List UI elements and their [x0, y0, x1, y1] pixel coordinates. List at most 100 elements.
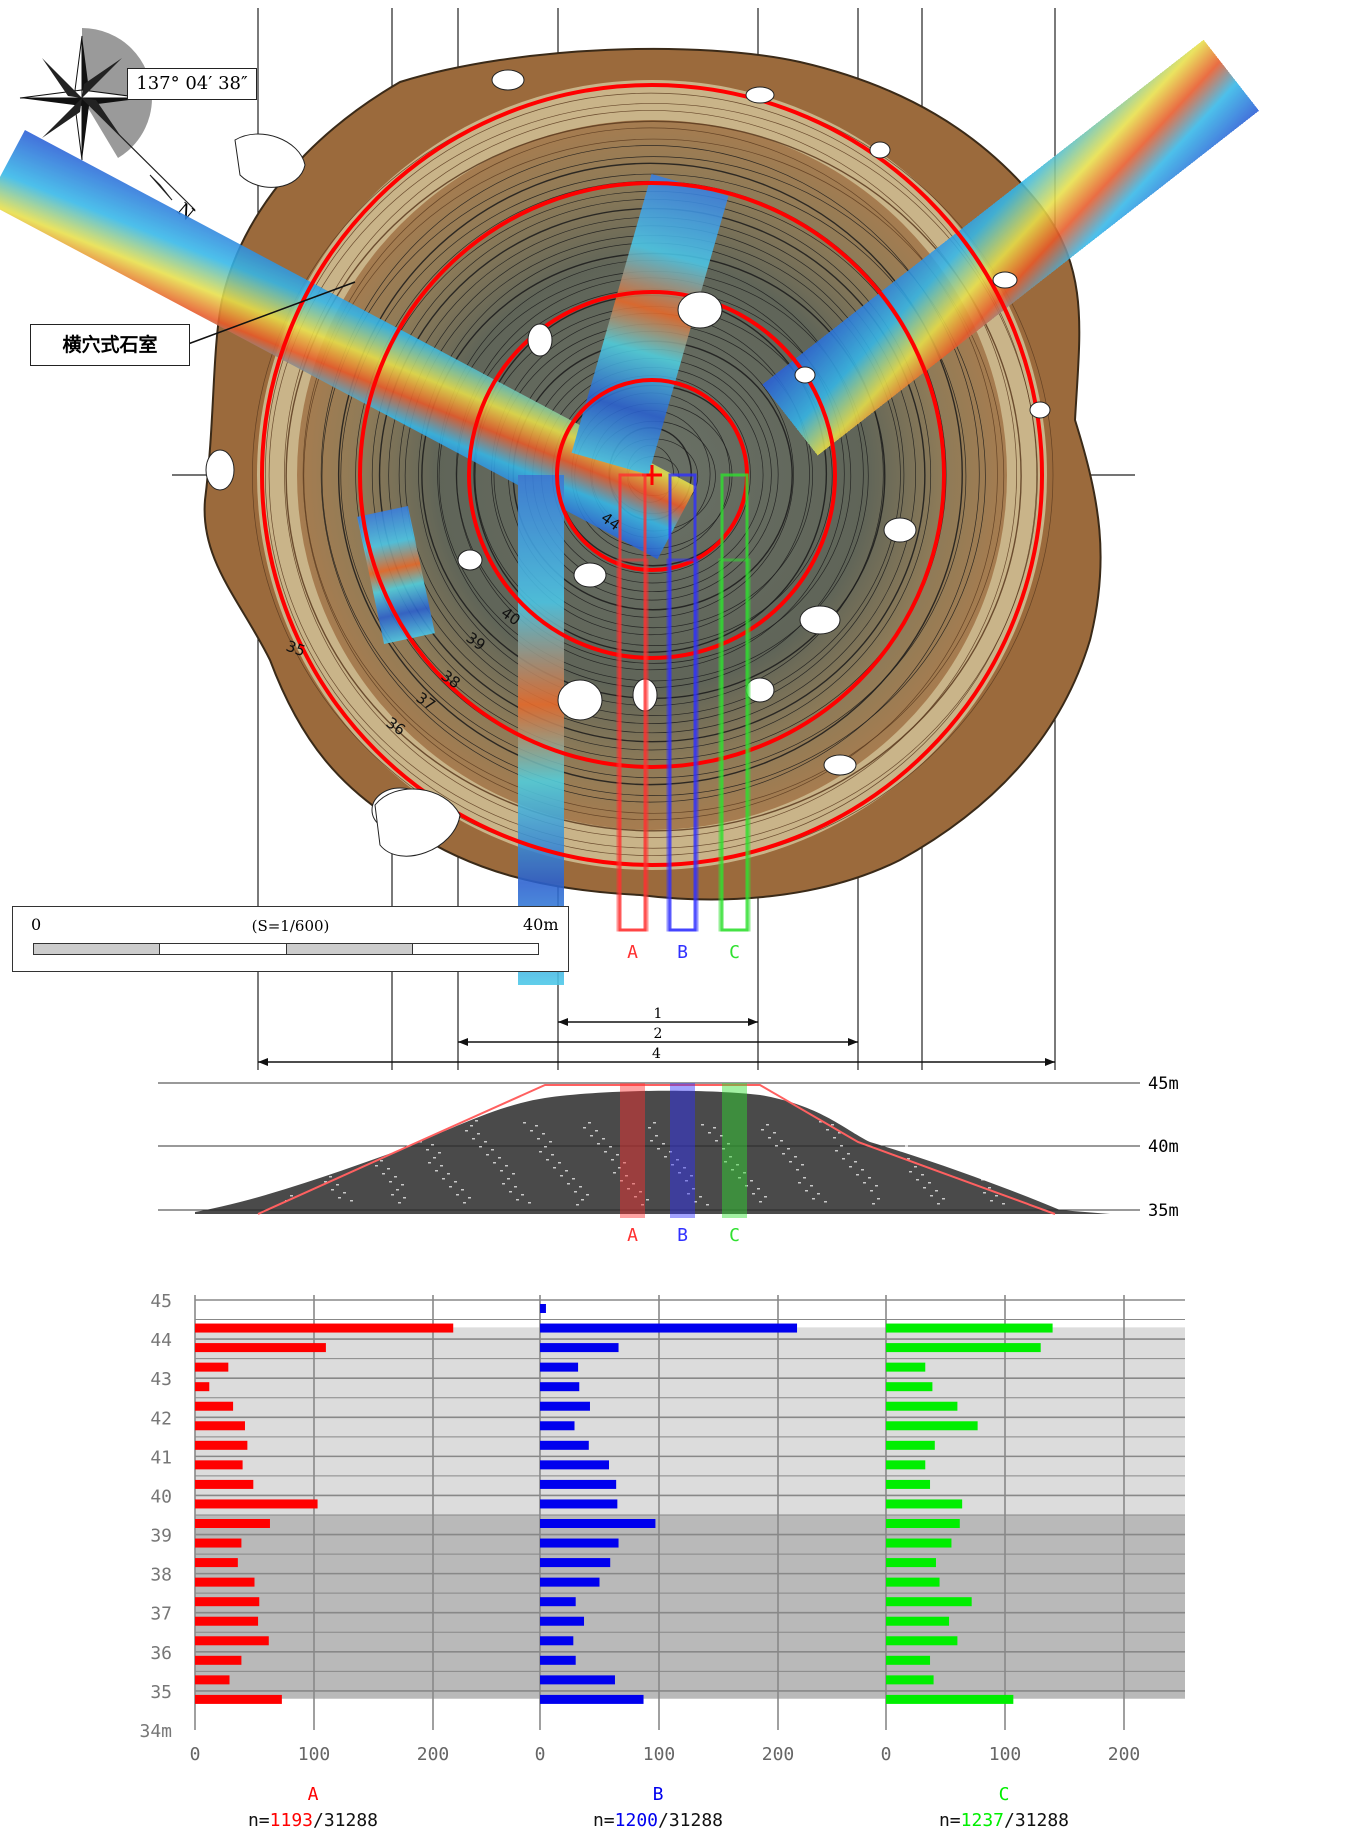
profile-speckle	[847, 1153, 850, 1155]
compass-rose: N	[19, 28, 198, 225]
profile-speckle	[301, 1144, 304, 1146]
y-tick-label: 44	[150, 1330, 172, 1351]
profile-speckle	[403, 1197, 406, 1199]
profile-speckle	[613, 1172, 616, 1174]
profile-speckle	[442, 1178, 445, 1180]
compass-point	[42, 58, 82, 98]
profile-speckle	[523, 1122, 526, 1124]
profile-speckle	[486, 1154, 489, 1156]
outline-feature	[234, 133, 306, 188]
profile-speckle	[787, 1148, 790, 1150]
bar-a	[195, 1519, 270, 1528]
profile-speckle	[611, 1159, 614, 1161]
north-arrow-line	[81, 97, 196, 211]
profile-speckle	[965, 1150, 968, 1152]
profile-speckle	[1023, 1142, 1026, 1144]
profile-speckle	[967, 1163, 970, 1165]
profile-speckle	[909, 1171, 912, 1173]
profile-speckle	[706, 1204, 709, 1206]
bar-a	[195, 1636, 269, 1646]
profile-speckle	[1039, 1171, 1042, 1173]
profile-speckle	[757, 1188, 760, 1190]
profile-speckle	[627, 1188, 630, 1190]
profile-speckle	[727, 1143, 730, 1145]
bar-b	[540, 1440, 589, 1450]
contour-line	[303, 138, 1005, 814]
profile-speckle	[530, 1130, 533, 1132]
x-tick-label: 100	[643, 1744, 676, 1765]
profile-speckle	[708, 1132, 711, 1134]
profile-speckle	[287, 1128, 290, 1130]
contour-line	[337, 162, 963, 786]
x-tick-label: 0	[881, 1744, 892, 1765]
profile-speckle	[475, 1120, 478, 1122]
profile-speckle	[678, 1172, 681, 1174]
profile-speckle	[280, 1120, 283, 1122]
bar-a	[195, 1343, 326, 1353]
trench-label: B	[677, 942, 688, 963]
profile-speckle	[1048, 1192, 1051, 1194]
profile-speckle	[477, 1133, 480, 1135]
profile-speckle	[1018, 1147, 1021, 1149]
profile-speckle	[354, 1141, 357, 1143]
profile-speckle	[368, 1157, 371, 1159]
profile-speckle	[329, 1176, 332, 1178]
radar-strip-west	[357, 506, 435, 644]
series-count-label: n=1237/31288	[939, 1810, 1069, 1831]
profile-speckle	[366, 1144, 369, 1146]
profile-speckle	[364, 1131, 367, 1133]
profile-speckle	[685, 1180, 688, 1182]
profile-speckle	[417, 1128, 420, 1130]
profile-speckle	[308, 1152, 311, 1154]
profile-speckle	[671, 1164, 674, 1166]
profile-speckle	[609, 1146, 612, 1148]
profile-speckle	[981, 1179, 984, 1181]
profile-speckle	[886, 1134, 889, 1136]
profile-speckle	[472, 1138, 475, 1140]
elevation-band	[195, 1327, 1185, 1515]
stone-marker	[677, 291, 723, 329]
stone-marker	[573, 562, 607, 588]
profile-speckle	[835, 1150, 838, 1152]
stone-marker	[557, 679, 603, 721]
profile-speckle	[461, 1189, 464, 1191]
profile-speckle	[484, 1141, 487, 1143]
profile-speckle	[720, 1135, 723, 1137]
profile-speckle	[424, 1136, 427, 1138]
profile-speckle	[1041, 1184, 1044, 1186]
profile-speckle	[789, 1161, 792, 1163]
stone-marker	[883, 517, 917, 543]
scale-start-label: 0	[31, 915, 42, 934]
radar-survey-strips	[0, 39, 1259, 985]
profile-speckle	[623, 1162, 626, 1164]
profile-speckle	[398, 1202, 401, 1204]
profile-speckle	[498, 1157, 501, 1159]
profile-speckle	[465, 1130, 468, 1132]
histogram-panel-b: 0 100 200 Bn=1200/31288	[535, 1295, 798, 1831]
histogram-panel-a: 0 100 200 An=1193/31288	[190, 1295, 454, 1831]
profile-speckle	[505, 1165, 508, 1167]
profile-speckle	[634, 1196, 637, 1198]
bar-c	[886, 1558, 936, 1568]
profile-speckle	[759, 1201, 762, 1203]
profile-speckle	[581, 1199, 584, 1201]
profile-speckle	[456, 1194, 459, 1196]
stone-marker	[794, 366, 816, 384]
profile-speckle	[990, 1200, 993, 1202]
profile-speckle	[343, 1192, 346, 1194]
stone-marker	[745, 86, 775, 104]
concentric-ring	[467, 290, 837, 660]
profile-speckle	[743, 1172, 746, 1174]
profile-speckle	[953, 1147, 956, 1149]
profile-speckle	[657, 1148, 660, 1150]
bar-a	[195, 1694, 282, 1704]
profile-speckle	[833, 1137, 836, 1139]
profile-speckle	[997, 1123, 1000, 1125]
profile-speckle	[794, 1156, 797, 1158]
bar-a	[195, 1479, 254, 1489]
profile-speckle	[1011, 1139, 1014, 1141]
stone-marker	[205, 449, 235, 491]
profile-speckle	[891, 1129, 894, 1131]
contour-line	[340, 173, 967, 779]
